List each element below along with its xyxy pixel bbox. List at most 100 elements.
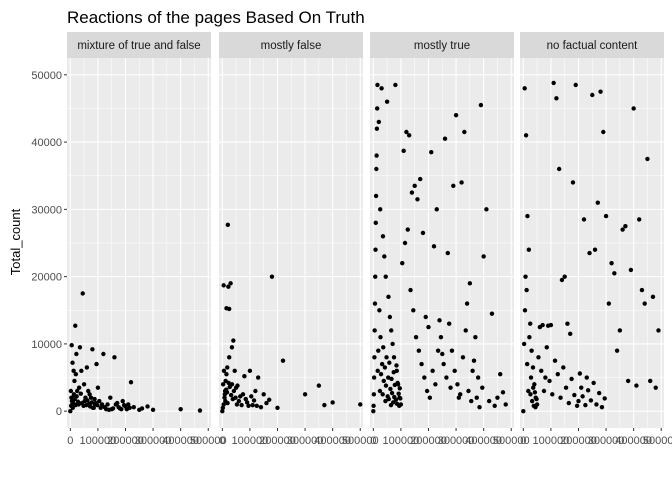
data-point [382,365,388,370]
data-point [440,351,445,357]
data-point [529,398,535,404]
x-tick-label: 400000 [314,435,351,447]
data-point [533,404,538,410]
data-point [74,394,79,399]
data-point [221,368,227,374]
data-point [466,388,471,394]
data-point [453,112,459,118]
data-point [543,375,548,380]
data-point [555,371,560,377]
data-point [322,402,327,408]
data-point [423,314,428,320]
data-point [376,119,382,125]
data-point [127,405,132,411]
data-point [406,133,412,138]
data-point [645,156,650,162]
data-point [389,376,394,382]
data-point [556,166,562,172]
data-point [251,398,257,403]
data-point [532,390,538,395]
data-point [220,408,225,414]
data-point [430,368,435,374]
data-point [445,250,450,256]
data-point [267,397,272,402]
x-tick-label: 400000 [162,435,199,447]
data-point [456,395,462,400]
data-point [254,403,259,408]
data-point [444,375,449,380]
facet-panel: mostly true 0 1000002000003000004000005000… [370,32,530,447]
data-point [229,345,235,350]
data-point [222,395,227,400]
data-point [419,361,424,367]
data-point [221,283,226,288]
data-point [394,363,399,368]
data-point [384,99,390,104]
x-tick-label: 100000 [383,435,420,447]
data-point [69,343,74,348]
data-point [87,392,92,397]
data-point [489,311,495,316]
data-point [481,254,486,259]
data-point [451,183,456,189]
facet-strip [67,32,211,58]
data-point [442,136,448,141]
data-point [110,406,116,411]
data-point [448,385,453,390]
data-point [391,355,397,360]
data-point [374,153,379,158]
data-point [74,351,79,357]
data-point [75,399,81,404]
data-point [480,385,485,390]
data-point [631,106,636,111]
data-point [387,314,393,320]
data-point [90,347,95,352]
data-point [221,402,226,407]
data-point [80,291,85,296]
data-point [536,355,541,360]
data-point [69,395,74,400]
data-point [121,402,127,408]
data-point [591,380,596,386]
data-point [243,396,248,402]
data-point [236,398,242,404]
data-point [92,396,97,402]
data-point [70,360,75,365]
data-point [79,368,84,374]
data-point [379,361,385,367]
data-point [386,375,391,380]
x-tick-label: 500000 [493,435,530,447]
data-point [558,395,563,400]
data-point [409,190,415,195]
x-tick-label: 400000 [615,435,652,447]
data-point [231,338,236,343]
data-point [372,355,377,360]
data-point [463,328,468,333]
data-point [569,376,574,382]
data-point [381,378,386,384]
x-tick-label: 0 [67,435,73,447]
data-point [459,180,464,185]
data-point [235,383,240,388]
data-point [434,207,439,212]
data-point [119,406,124,412]
data-point [574,403,580,408]
data-point [460,355,466,360]
data-point [570,180,576,185]
data-point [372,328,377,333]
data-point [220,405,226,411]
data-point [458,392,463,397]
data-point [596,390,602,396]
x-tick-label: 100000 [533,435,570,447]
data-point [228,281,233,286]
data-point [539,368,544,374]
data-point [95,402,100,408]
data-point [246,403,251,408]
x-tick-label: 500000 [190,435,227,447]
facet-strip-label: mixture of true and false [77,40,200,52]
x-tick-label: 200000 [259,435,296,447]
data-point [588,398,594,403]
data-point [524,287,529,293]
data-point [386,294,391,300]
data-point [231,388,237,394]
